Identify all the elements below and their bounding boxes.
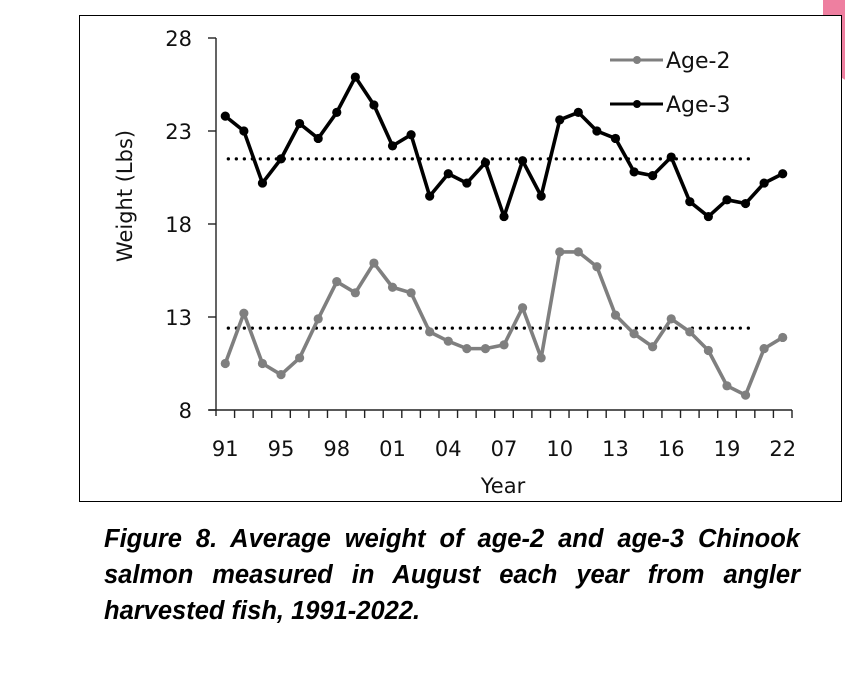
axes [208,37,793,418]
data-point-age-2 [759,344,769,354]
legend: Age-2 Age-3 [610,49,731,118]
data-point-age-2 [220,358,230,369]
data-point-age-2 [406,288,416,298]
x-tick-label: 19 [714,437,741,461]
data-point-age-2 [387,282,398,292]
data-point-age-3 [425,191,435,201]
data-point-age-2 [332,277,342,287]
data-point-age-3 [332,107,342,117]
legend-label-age-2: Age-2 [666,49,731,74]
data-point-age-3 [499,211,509,222]
x-tick-label: 16 [658,437,685,461]
x-tick-labels: 91 95 98 01 04 07 10 13 16 19 22 [212,437,796,461]
data-point-age-3 [592,126,602,136]
data-point-age-2 [499,340,509,350]
data-point-age-2 [666,314,676,324]
x-tick-label: 98 [323,437,350,461]
data-point-age-3 [722,195,732,205]
data-point-age-2 [703,345,713,356]
data-point-age-3 [406,130,416,140]
data-point-age-2 [685,327,695,337]
data-point-age-2 [425,327,435,337]
data-point-age-2 [369,258,379,268]
data-point-age-3 [778,169,788,179]
data-point-age-2 [555,247,565,257]
x-tick-label: 07 [491,437,518,461]
data-point-age-3 [666,152,676,162]
data-point-age-3 [350,72,360,82]
x-tick-label: 10 [546,437,573,461]
data-point-age-3 [462,178,472,188]
data-point-age-3 [295,118,305,129]
data-point-age-2 [295,353,305,363]
data-point-age-3 [443,169,453,179]
data-point-age-2 [350,288,360,298]
data-point-age-2 [536,353,546,363]
data-point-age-3 [239,126,249,136]
x-tick-label: 22 [769,437,796,461]
line-chart: 8 13 18 23 28 91 95 98 01 04 07 10 13 16 19 22 Weight … [113,27,796,498]
data-point-age-2 [480,344,491,354]
series-age-3 [220,72,788,222]
figure-caption: Figure 8. Average weight of age-2 and ag… [104,525,800,625]
series-line-age-2 [223,250,784,397]
data-point-age-2 [257,358,268,369]
data-point-age-3 [573,107,583,117]
data-point-age-3 [740,198,751,209]
data-point-age-2 [740,390,751,400]
data-point-age-2 [573,247,583,257]
x-tick-label: 04 [435,437,462,461]
y-tick-label: 8 [179,399,192,423]
data-point-age-3 [555,115,565,125]
data-point-age-2 [462,344,472,354]
data-point-age-3 [703,211,713,222]
data-point-age-3 [610,133,621,144]
data-point-age-2 [778,332,788,343]
data-point-age-2 [313,314,323,324]
data-point-age-2 [276,370,286,380]
series-age-2 [220,247,788,400]
series-group [220,72,788,400]
legend-marker-age-2 [633,56,641,64]
data-point-age-3 [276,154,286,164]
data-point-age-3 [629,167,639,177]
data-point-age-3 [387,141,398,151]
data-point-age-3 [369,100,379,110]
x-tick-label: 13 [602,437,629,461]
x-tick-label: 91 [212,437,239,461]
data-point-age-3 [685,197,695,207]
legend-marker-age-3 [633,100,641,108]
data-point-age-2 [443,336,453,346]
data-point-age-3 [517,156,528,166]
data-point-age-2 [648,342,658,352]
data-point-age-3 [759,178,769,188]
y-tick-labels: 8 13 18 23 28 [165,27,192,423]
x-axis-title: Year [480,474,526,498]
data-point-age-3 [257,178,268,188]
data-point-age-2 [517,303,528,313]
y-tick-label: 18 [165,213,192,237]
y-tick-label: 28 [165,27,192,51]
data-point-age-2 [629,329,639,339]
data-point-age-2 [239,308,249,318]
data-point-age-3 [480,158,491,168]
chart-frame: 8 13 18 23 28 91 95 98 01 04 07 10 13 16 19 22 Weight … [79,15,842,502]
legend-label-age-3: Age-3 [666,93,731,118]
x-tick-label: 01 [379,437,406,461]
x-tick-label: 95 [268,437,295,461]
data-point-age-2 [722,381,732,391]
y-tick-label: 23 [165,120,192,144]
y-axis-title: Weight (Lbs) [113,130,137,262]
y-tick-label: 13 [165,306,192,330]
data-point-age-3 [648,171,658,181]
data-point-age-2 [592,262,602,272]
data-point-age-2 [610,310,621,320]
data-point-age-3 [220,111,230,121]
data-point-age-3 [313,133,323,144]
data-point-age-3 [536,191,546,201]
